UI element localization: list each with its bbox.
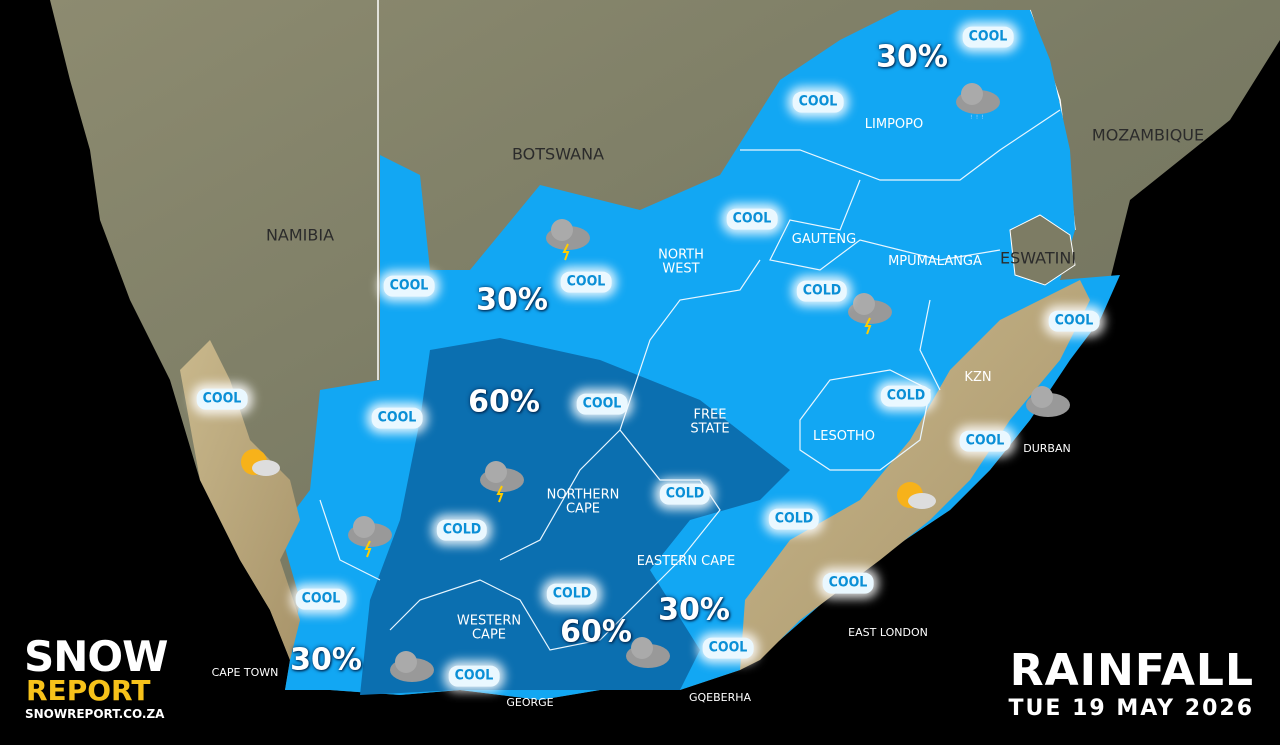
temperature-badge: COOL bbox=[196, 388, 248, 410]
rain-chance: 60% bbox=[560, 614, 632, 650]
title-date: TUE 19 MAY 2026 bbox=[1008, 696, 1254, 721]
rain-chance: 60% bbox=[468, 384, 540, 420]
rain-chance: 30% bbox=[658, 592, 730, 628]
city-label: DURBAN bbox=[1023, 442, 1071, 456]
temperature-badge: COOL bbox=[576, 393, 628, 415]
province-label: GAUTENG bbox=[791, 232, 857, 248]
province-label: KZN bbox=[964, 370, 992, 386]
country-label: MOZAMBIQUE bbox=[1091, 125, 1205, 145]
province-label: LIMPOPO bbox=[864, 117, 924, 133]
weather-icons: ꜝ ꜝ ꜝ bbox=[241, 83, 1070, 682]
rain-chance: 30% bbox=[476, 282, 548, 318]
eswatini bbox=[1009, 214, 1076, 286]
temperature-badge: COOL bbox=[822, 572, 874, 594]
country-label: ESWATINI bbox=[999, 248, 1077, 268]
temperature-badge: COOL bbox=[792, 91, 844, 113]
province-label: EASTERN CAPE bbox=[636, 554, 736, 570]
temperature-badge: COOL bbox=[560, 271, 612, 293]
title-heading: RAINFALL bbox=[1009, 645, 1254, 696]
rain-chance: 30% bbox=[290, 642, 362, 678]
city-label: EAST LONDON bbox=[848, 626, 928, 640]
temperature-badge: COLD bbox=[796, 280, 848, 302]
temperature-badge: COOL bbox=[702, 637, 754, 659]
province-label: NORTH WEST bbox=[658, 247, 704, 276]
temperature-badge: COOL bbox=[448, 665, 500, 687]
country-label: LESOTHO bbox=[813, 429, 875, 445]
temperature-badge: COLD bbox=[436, 519, 488, 541]
dry-coast-west bbox=[180, 340, 300, 660]
temperature-badge: COOL bbox=[371, 407, 423, 429]
temperature-badge: COLD bbox=[659, 483, 711, 505]
svg-text:ꜝ ꜝ ꜝ: ꜝ ꜝ ꜝ bbox=[970, 114, 984, 125]
rain-chance: 30% bbox=[876, 39, 948, 75]
province-label: WESTERN CAPE bbox=[456, 613, 522, 642]
province-label: MPUMALANGA bbox=[888, 254, 982, 270]
temperature-badge: COOL bbox=[726, 208, 778, 230]
temperature-badge: COOL bbox=[295, 588, 347, 610]
brand-bottom: REPORT bbox=[26, 674, 151, 707]
temperature-badge: COLD bbox=[546, 583, 598, 605]
province-label: FREE STATE bbox=[690, 407, 730, 436]
brand-top: SNOW bbox=[24, 632, 168, 681]
temperature-badge: COOL bbox=[383, 275, 435, 297]
temperature-badge: COOL bbox=[959, 430, 1011, 452]
country-label: NAMIBIA bbox=[265, 225, 335, 245]
city-label: GEORGE bbox=[506, 696, 554, 710]
heavy-rain-region bbox=[360, 338, 790, 695]
country-label: BOTSWANA bbox=[511, 144, 605, 164]
province-label: NORTHERN CAPE bbox=[546, 487, 620, 516]
province-borders bbox=[319, 109, 1061, 651]
temperature-badge: COOL bbox=[962, 26, 1014, 48]
temperature-badge: COOL bbox=[1048, 310, 1100, 332]
brand-website: SNOWREPORT.CO.ZA bbox=[25, 707, 165, 721]
dry-coast-east bbox=[740, 280, 1090, 670]
city-label: CAPE TOWN bbox=[211, 666, 279, 680]
city-label: GQEBERHA bbox=[688, 691, 752, 705]
temperature-badge: COLD bbox=[768, 508, 820, 530]
temperature-badge: COLD bbox=[880, 385, 932, 407]
